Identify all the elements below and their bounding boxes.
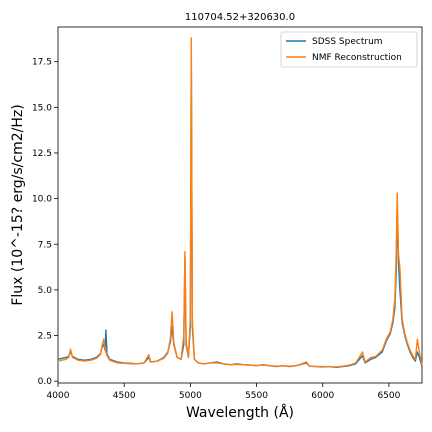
chart-title: 110704.52+320630.0 — [185, 12, 295, 23]
legend-label-nmf: NMF Reconstruction — [312, 53, 402, 63]
legend: SDSS Spectrum NMF Reconstruction — [280, 31, 418, 68]
y-tick-label: 10.0 — [32, 195, 52, 205]
series-layer — [57, 37, 423, 369]
x-tick-label: 5000 — [179, 391, 202, 401]
x-tick-label: 6000 — [311, 391, 334, 401]
y-axis-title: Flux (10^-15? erg/s/cm2/Hz) — [10, 104, 26, 305]
y-tick-label: 12.5 — [32, 149, 52, 159]
legend-label-sdss: SDSS Spectrum — [312, 37, 383, 47]
y-tick-label: 0.0 — [38, 377, 53, 387]
x-axis-title: Wavelength (Å) — [186, 404, 294, 421]
y-tick-label: 17.5 — [32, 58, 52, 68]
x-tick-label: 6500 — [377, 391, 400, 401]
y-axis: 0.0 2.5 5.0 7.5 10.0 12.5 15.0 17.5 — [32, 58, 58, 387]
y-tick-label: 7.5 — [38, 240, 52, 250]
y-tick-label: 5.0 — [38, 286, 53, 296]
series-line-sdss-spectrum — [57, 51, 423, 369]
legend-frame — [280, 31, 418, 68]
series-line-nmf-reconstruction — [57, 37, 423, 368]
x-tick-label: 5500 — [245, 391, 268, 401]
y-tick-label: 15.0 — [32, 103, 52, 113]
x-tick-label: 4500 — [113, 391, 136, 401]
y-tick-label: 2.5 — [38, 332, 52, 342]
x-axis: 4000 4500 5000 5500 6000 6500 — [47, 383, 401, 401]
x-tick-label: 4000 — [47, 391, 70, 401]
plot-area — [57, 26, 423, 384]
